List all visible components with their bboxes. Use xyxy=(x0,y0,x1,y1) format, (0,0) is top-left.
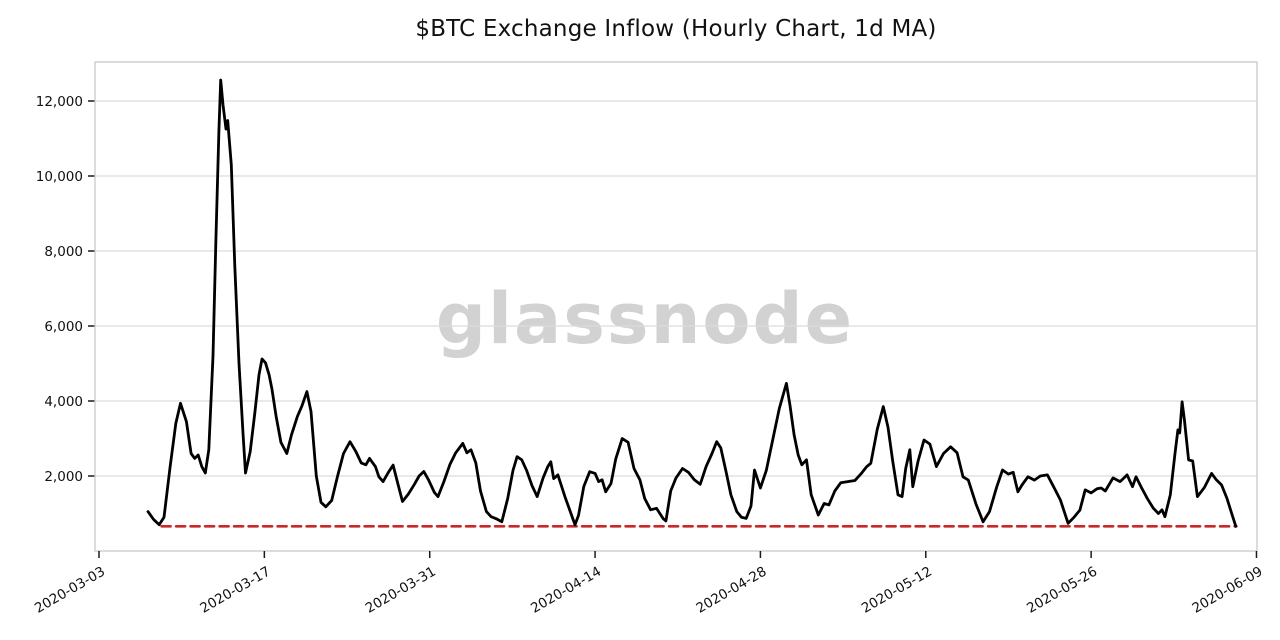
y-tick-label: 10,000 xyxy=(36,169,83,185)
x-tick-label: 2020-04-14 xyxy=(528,564,604,617)
glassnode-watermark: glassnode xyxy=(436,278,854,360)
y-tick-label: 12,000 xyxy=(36,94,83,110)
x-tick-label: 2020-03-03 xyxy=(32,564,108,617)
x-tick-label: 2020-06-09 xyxy=(1190,564,1266,617)
y-tick-label: 8,000 xyxy=(44,244,83,260)
x-tick-label: 2020-05-12 xyxy=(859,564,935,617)
x-tick-label: 2020-05-26 xyxy=(1024,564,1100,617)
x-tick-label: 2020-03-17 xyxy=(197,564,273,617)
y-tick-label: 6,000 xyxy=(44,319,83,335)
chart-title: $BTC Exchange Inflow (Hourly Chart, 1d M… xyxy=(415,16,937,42)
y-tick-label: 2,000 xyxy=(44,469,83,485)
plot-border xyxy=(94,61,1258,552)
x-tick-label: 2020-04-28 xyxy=(693,564,769,617)
series-inflow_ma xyxy=(146,78,1238,528)
x-tick-label: 2020-03-31 xyxy=(363,564,439,617)
y-tick-label: 4,000 xyxy=(44,394,83,410)
